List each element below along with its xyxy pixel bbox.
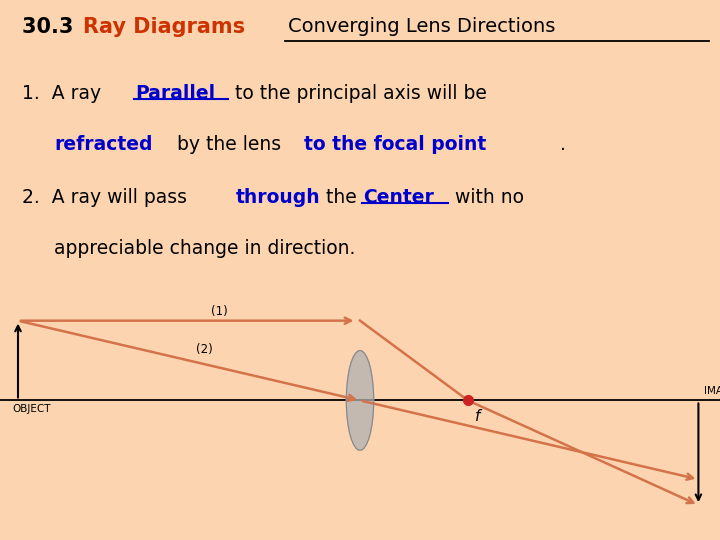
Text: Center: Center [364,188,434,207]
Text: by the lens: by the lens [171,135,287,154]
Text: to the principal axis will be: to the principal axis will be [229,84,487,103]
Text: 30.3: 30.3 [22,17,80,37]
Text: to the focal point: to the focal point [304,135,486,154]
Text: 2.  A ray will pass: 2. A ray will pass [22,188,193,207]
Text: .: . [560,135,566,154]
Ellipse shape [346,350,374,450]
Text: with no: with no [449,188,524,207]
Text: Parallel: Parallel [135,84,215,103]
Text: (2): (2) [196,343,213,356]
Text: refracted: refracted [54,135,153,154]
Text: Ray Diagrams: Ray Diagrams [83,17,245,37]
Text: Converging Lens Directions: Converging Lens Directions [288,17,555,36]
Text: IMAGE: IMAGE [704,387,720,396]
Text: (1): (1) [210,305,228,318]
Text: appreciable change in direction.: appreciable change in direction. [54,239,356,258]
Text: through: through [236,188,321,207]
Text: the: the [320,188,363,207]
Text: 1.  A ray: 1. A ray [22,84,107,103]
Text: OBJECT: OBJECT [12,404,50,414]
Text: f: f [475,409,480,424]
